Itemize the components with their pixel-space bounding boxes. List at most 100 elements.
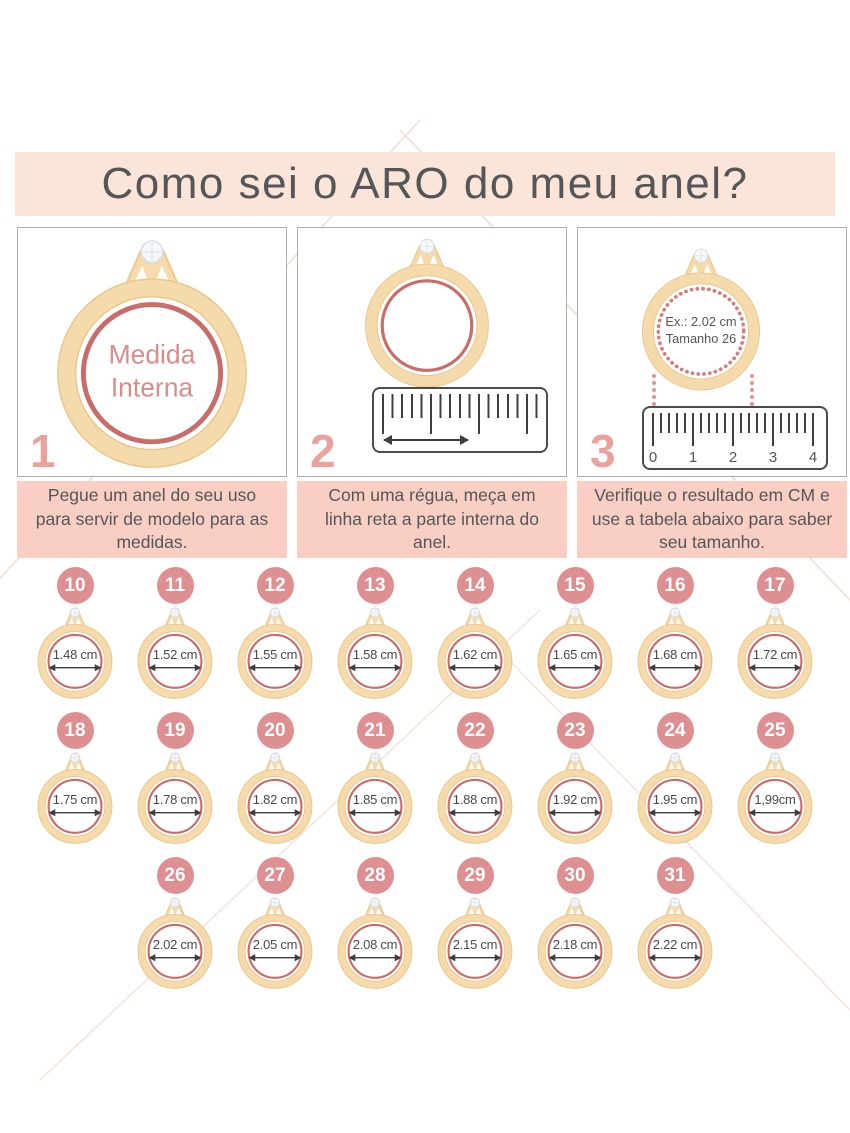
inner-measure-circle xyxy=(747,778,803,834)
ring-size-item: 19 1.78 cm xyxy=(125,712,225,857)
dotted-guide-line-left xyxy=(652,374,656,406)
diameter-arrow-icon xyxy=(748,664,802,672)
inner-measure-circle xyxy=(347,778,403,834)
ring-size-item: 23 1.92 cm xyxy=(525,712,625,857)
ruler-ticks-tall xyxy=(382,394,538,434)
size-badge: 18 xyxy=(56,712,94,749)
size-badge: 16 xyxy=(656,567,694,604)
inner-measure-circle xyxy=(547,923,603,979)
size-badge: 14 xyxy=(456,567,494,604)
size-badge-label: 17 xyxy=(764,574,786,596)
ring-size-item: 13 1.58 cm xyxy=(325,567,425,712)
solitaire-ring-icon: Medida Interna xyxy=(57,240,247,469)
diameter-arrow-icon xyxy=(648,954,702,962)
ring-size-item: 25 1,99cm xyxy=(725,712,825,857)
solitaire-ring-icon: 1.78 cm xyxy=(137,752,213,844)
size-badge-label: 13 xyxy=(364,574,386,596)
size-badge: 28 xyxy=(356,857,394,894)
diameter-arrow-icon xyxy=(248,664,302,672)
ring-measure-label: 1.92 cm xyxy=(553,792,597,807)
solitaire-ring-icon: 2.05 cm xyxy=(237,897,313,989)
diameter-arrow-icon xyxy=(548,664,602,672)
ring-size-item: 14 1.62 cm xyxy=(425,567,525,712)
ring-measure-label: 1.65 cm xyxy=(553,647,597,662)
size-badge-label: 16 xyxy=(664,574,686,596)
inner-measure-circle-dotted xyxy=(656,286,746,376)
solitaire-ring-icon: 2.18 cm xyxy=(537,897,613,989)
solitaire-ring-icon: 1.92 cm xyxy=(537,752,613,844)
ring-size-item: 24 1.95 cm xyxy=(625,712,725,857)
ruler-numbers: 0 1 2 3 4 xyxy=(644,449,826,467)
size-badge-label: 27 xyxy=(264,864,286,886)
size-badge-label: 22 xyxy=(464,719,486,741)
inner-measure-circle xyxy=(147,778,203,834)
ring-size-item: 26 2.02 cm xyxy=(125,857,225,1002)
size-badge-label: 28 xyxy=(364,864,386,886)
ruler-number: 3 xyxy=(768,449,778,466)
inner-measure-circle xyxy=(547,778,603,834)
size-badge-label: 24 xyxy=(664,719,686,741)
ring-size-item: 29 2.15 cm xyxy=(425,857,525,1002)
diameter-arrow-icon xyxy=(148,664,202,672)
ring-measure-label: 1.85 cm xyxy=(353,792,397,807)
solitaire-ring-icon: 1.62 cm xyxy=(437,607,513,699)
step-caption-2: Com uma régua, meça em linha reta a part… xyxy=(297,481,567,558)
ring-inner-label-line2: Interna xyxy=(111,373,194,403)
ruler-ticks-tall xyxy=(652,413,818,446)
inner-measure-circle xyxy=(547,633,603,689)
diameter-arrow-icon xyxy=(248,809,302,817)
diameter-arrow-icon xyxy=(448,954,502,962)
inner-measure-circle xyxy=(47,778,103,834)
size-badge-label: 15 xyxy=(564,574,586,596)
size-badge-label: 30 xyxy=(564,864,586,886)
ring-size-item: 18 1.75 cm xyxy=(25,712,125,857)
step-number-1: 1 xyxy=(30,425,56,477)
diameter-arrow-icon xyxy=(248,954,302,962)
solitaire-ring-icon: 2.22 cm xyxy=(637,897,713,989)
diameter-arrow-icon xyxy=(648,664,702,672)
inner-measure-circle xyxy=(80,302,224,445)
inner-measure-circle xyxy=(647,633,703,689)
size-badge-label: 21 xyxy=(364,719,386,741)
ring-size-item: 17 1.72 cm xyxy=(725,567,825,712)
ring-measure-label: 1.48 cm xyxy=(53,647,97,662)
ring-measure-label: 1.78 cm xyxy=(153,792,197,807)
size-badge: 27 xyxy=(256,857,294,894)
size-badge: 12 xyxy=(256,567,294,604)
inner-measure-circle xyxy=(147,633,203,689)
inner-measure-circle xyxy=(47,633,103,689)
ring-size-item: 22 1.88 cm xyxy=(425,712,525,857)
size-badge-label: 20 xyxy=(264,719,286,741)
solitaire-ring-icon: 1.95 cm xyxy=(637,752,713,844)
size-badge: 11 xyxy=(156,567,194,604)
ruler-icon: 0 1 2 3 4 xyxy=(642,406,828,470)
size-table: 10 1.48 cm 11 xyxy=(0,567,850,1002)
ring-measure-label: 2.08 cm xyxy=(353,937,397,952)
ruler-number: 1 xyxy=(688,449,698,466)
ring-measure-label: 1.72 cm xyxy=(753,647,797,662)
size-badge: 29 xyxy=(456,857,494,894)
page-title: Como sei o ARO do meu anel? xyxy=(101,159,749,208)
size-badge-label: 29 xyxy=(464,864,486,886)
solitaire-ring-icon: 1.65 cm xyxy=(537,607,613,699)
solitaire-ring-icon: 2.08 cm xyxy=(337,897,413,989)
ring-measure-label: 1.52 cm xyxy=(153,647,197,662)
size-badge: 20 xyxy=(256,712,294,749)
size-badge: 26 xyxy=(156,857,194,894)
inner-measure-circle xyxy=(747,633,803,689)
solitaire-ring-icon: 1.55 cm xyxy=(237,607,313,699)
ring-example-line2: Tamanho 26 xyxy=(666,331,736,346)
inner-measure-circle xyxy=(647,923,703,979)
ring-size-item: 31 2.22 cm xyxy=(625,857,725,1002)
size-badge: 25 xyxy=(756,712,794,749)
diameter-arrow-icon xyxy=(548,954,602,962)
size-badge-label: 14 xyxy=(464,574,486,596)
step-caption-1: Pegue um anel do seu uso para servir de … xyxy=(17,481,287,558)
size-badge: 21 xyxy=(356,712,394,749)
dotted-guide-line-right xyxy=(750,374,754,406)
ring-size-item: 21 1.85 cm xyxy=(325,712,425,857)
step-number-2: 2 xyxy=(310,425,336,477)
size-badge-label: 18 xyxy=(64,719,86,741)
step-number-3: 3 xyxy=(590,425,616,477)
solitaire-ring-icon: 1,99cm xyxy=(737,752,813,844)
